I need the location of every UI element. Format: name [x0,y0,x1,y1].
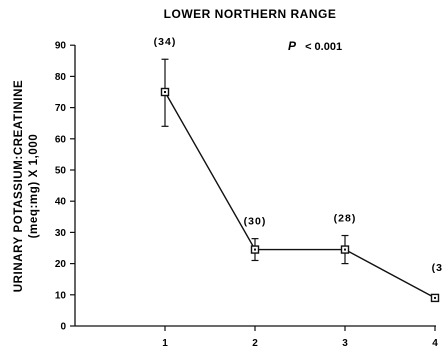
svg-text:P < 0.001: P < 0.001 [288,39,342,53]
y-axis-label-line1: URINARY POTASSIUM:CREATININE [13,80,25,293]
chart-title: LOWER NORTHERN RANGE [164,7,337,21]
y-ticks: 0 10 20 30 40 50 60 70 80 90 [55,41,75,333]
y-tick-label-50: 50 [55,166,67,177]
pvalue-annotation: P < 0.001 [288,39,342,53]
data-point-center-4 [434,296,436,299]
y-tick-label-30: 30 [55,228,67,239]
x-tick-label-3: 3 [342,338,348,349]
data-point-center-1 [164,91,166,93]
sample-size-label-4: (33) [432,262,442,274]
y-tick-label-60: 60 [55,134,67,145]
x-ticks: 1 2 3 4 [162,326,438,349]
sample-size-label-3: (28) [334,213,357,225]
y-tick-label-20: 20 [55,259,67,270]
series: (34) (30) (28) (33) [154,36,442,303]
y-tick-label-40: 40 [55,197,67,208]
y-axis-label: URINARY POTASSIUM:CREATININE (meq:mg) X … [13,80,40,293]
y-tick-label-80: 80 [55,72,67,83]
data-point-center-2 [254,248,256,251]
x-tick-label-1: 1 [162,338,168,349]
y-tick-label-90: 90 [55,41,67,52]
sample-size-label-2: (30) [244,216,267,228]
y-tick-label-70: 70 [55,103,67,114]
sample-size-label-1: (34) [154,36,177,48]
series-line [164,91,436,299]
data-point-center-3 [344,248,346,251]
y-axis-label-line2: (meq:mg) X 1,000 [28,134,40,239]
pvalue-symbol: P [288,39,297,53]
x-tick-label-2: 2 [252,338,258,349]
y-tick-label-0: 0 [60,322,66,333]
x-tick-label-4: 4 [432,338,438,349]
y-tick-label-10: 10 [55,290,67,301]
pvalue-text: < 0.001 [305,41,342,53]
